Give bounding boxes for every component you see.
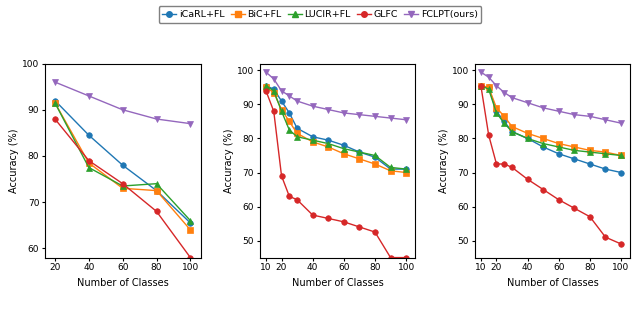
Y-axis label: Accuracy (%): Accuracy (%): [224, 128, 234, 193]
X-axis label: Number of Classes: Number of Classes: [77, 278, 168, 288]
X-axis label: Number of Classes: Number of Classes: [507, 278, 598, 288]
X-axis label: Number of Classes: Number of Classes: [292, 278, 383, 288]
Legend: iCaRL+FL, BiC+FL, LUCIR+FL, GLFC, FCLPT(ours): iCaRL+FL, BiC+FL, LUCIR+FL, GLFC, FCLPT(…: [159, 6, 481, 23]
Y-axis label: Accuracy (%): Accuracy (%): [9, 128, 19, 193]
Y-axis label: Accuracy (%): Accuracy (%): [439, 128, 449, 193]
